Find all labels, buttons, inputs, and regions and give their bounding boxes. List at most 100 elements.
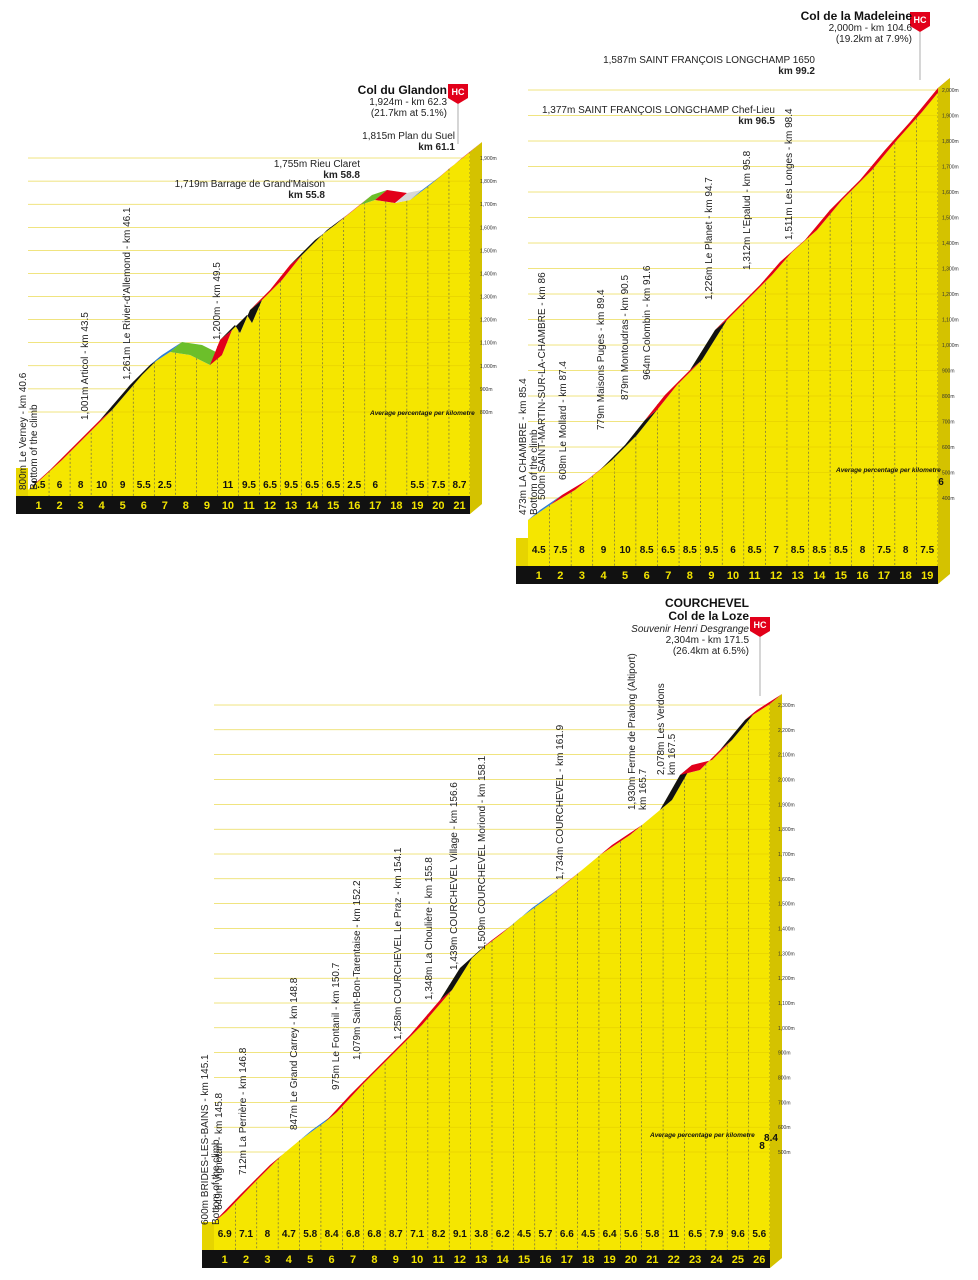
gradient-ribbon-red (645, 360, 702, 420)
gradient-label: 6 (730, 545, 736, 556)
altitude-tick: 1,900m (480, 156, 497, 162)
altitude-tick: 400m (942, 496, 955, 502)
waypoint-label: 649m Vignotan - km 145.8 (214, 1092, 225, 1210)
km-number: 8 (183, 500, 189, 512)
gradient-ribbon-red (600, 800, 672, 855)
average-percentage-label: Average percentage per kilometre (649, 1132, 755, 1139)
altitude-tick: 1,400m (942, 241, 959, 247)
gradient-label: 4.5 (517, 1229, 531, 1240)
profile-madeleine: 4.5 7.5 8 9 10 8.5 6.5 8.5 9.5 6 8.5 7 8.5 8.5 8.5 8 7.5… (516, 9, 959, 584)
km-number: 21 (646, 1254, 658, 1266)
gradient-label: 8.5 (791, 545, 805, 556)
climb-title: COURCHEVEL (665, 596, 749, 610)
gradient-label: 9.5 (284, 480, 298, 491)
gradient-ribbon-black (100, 355, 162, 420)
km-number: 25 (732, 1254, 744, 1266)
altitude-tick: 1,200m (942, 292, 959, 298)
altitude-tick: 1,500m (480, 248, 497, 254)
km-number: 18 (582, 1254, 594, 1266)
km-number: 19 (603, 1254, 615, 1266)
profile-side (938, 78, 950, 584)
altitude-tick: 1,600m (942, 190, 959, 196)
km-number: 9 (204, 500, 210, 512)
gradient-label: 5.5 (410, 480, 424, 491)
waypoint-label: 1,509m COURCHEVEL Moriond - km 158.1 (477, 755, 488, 950)
gradient-label: 7 (773, 545, 779, 556)
km-number: 13 (475, 1254, 487, 1266)
km-number: 5 (307, 1254, 313, 1266)
km-number: 16 (856, 570, 868, 582)
average-percentage-label: Average percentage per kilometre (835, 467, 941, 474)
km-number: 15 (835, 570, 847, 582)
km-number: 6 (329, 1254, 335, 1266)
gradient-label: 7.1 (410, 1229, 424, 1240)
climb-title: Col du Glandon (358, 83, 447, 97)
gradient-label: 3.8 (474, 1229, 488, 1240)
profile-loze: 6.9 7.1 8 4.7 5.8 8.4 6.8 6.8 8.7 7.1 8.2 9.1 3.8 6.2… (200, 596, 795, 1268)
km-number: 4 (600, 570, 607, 582)
gradient-ribbon-blue (150, 342, 182, 365)
gradient-ribbon-red (250, 255, 302, 310)
waypoint-label: 1,511m Les Longes - km 98.4 (784, 108, 795, 240)
gradient-label: 4.5 (532, 545, 546, 556)
altitude-tick: 900m (942, 369, 955, 375)
gradient-label: 11 (668, 1229, 679, 1240)
altitude-tick: 2,200m (778, 728, 795, 734)
gradient-label: 8.5 (812, 545, 826, 556)
km-number: 2 (557, 570, 563, 582)
altitude-tick: 1,700m (942, 165, 959, 171)
altitude-tick: 1,000m (942, 343, 959, 349)
altitude-tick: 800m (480, 410, 493, 416)
gradient-ribbon-grey (395, 190, 422, 203)
altitude-tick: 600m (778, 1125, 791, 1131)
waypoint-label: 608m Le Mollard - km 87.4 (558, 361, 569, 480)
altitude-tick: 2,300m (778, 703, 795, 709)
km-number: 1 (536, 570, 542, 582)
altitude-tick: 1,100m (480, 341, 497, 347)
gradient-label: 9.5 (242, 480, 256, 491)
waypoint-label: Bottom of the climb (211, 1139, 222, 1225)
waypoint-label: 600m BRIDES-LES-BAINS - km 145.1 (200, 1054, 211, 1225)
km-number: 6 (141, 500, 147, 512)
gradient-ribbon-black (290, 215, 347, 265)
gradient-label: 8.5 (748, 545, 762, 556)
gradient-label: 6.6 (560, 1229, 574, 1240)
gradient-label: 9 (601, 545, 607, 556)
gradient-ribbon-black (220, 300, 262, 340)
gradient-label: 2.5 (347, 480, 361, 491)
gradient-label: 7.5 (877, 545, 891, 556)
km-number: 3 (264, 1254, 270, 1266)
waypoint-label: 1,755m Rieu Claret (274, 159, 360, 170)
waypoint-label: km 99.2 (778, 66, 815, 77)
altitude-tick: 600m (942, 445, 955, 451)
waypoint-label: 1,001m Articol - km 43.5 (80, 312, 91, 420)
gradient-label: 8.7 (389, 1229, 403, 1240)
gradient-label: 7.1 (239, 1229, 253, 1240)
km-number: 14 (306, 500, 319, 512)
hc-flag-icon (750, 617, 770, 637)
gradient-ribbon-black (440, 940, 492, 1000)
km-number: 18 (390, 500, 402, 512)
waypoint-label: 800m Le Verney - km 40.6 (18, 372, 29, 490)
summit-line: 2,000m - km 104.6 (829, 23, 913, 34)
km-number: 18 (900, 570, 912, 582)
altitude-tick: 500m (942, 471, 955, 477)
gradient-label: 9.6 (731, 1229, 745, 1240)
waypoint-label: 1,200m - km 49.5 (212, 262, 223, 340)
gradient-ribbon-green (170, 342, 222, 365)
altitude-tick: 1,500m (778, 902, 795, 908)
altitude-tick: 800m (778, 1076, 791, 1082)
altitude-tick: 1,200m (778, 976, 795, 982)
km-number: 21 (453, 500, 465, 512)
km-bar (202, 1250, 770, 1268)
km-number: 17 (878, 570, 890, 582)
gradient-label: 6.8 (346, 1229, 360, 1240)
km-number: 15 (327, 500, 339, 512)
waypoint-label: 473m LA CHAMBRE - km 85.4 (518, 378, 529, 515)
waypoint-label: 879m Montoudras - km 90.5 (620, 275, 631, 400)
waypoint-label: 1,439m COURCHEVEL Village - km 156.6 (449, 782, 460, 970)
gradient-ribbon-blue (500, 890, 557, 935)
altitude-tick: 700m (942, 420, 955, 426)
gradient-label: 7.5 (32, 480, 46, 491)
summit-line: 1,924m - km 62.3 (369, 97, 447, 108)
